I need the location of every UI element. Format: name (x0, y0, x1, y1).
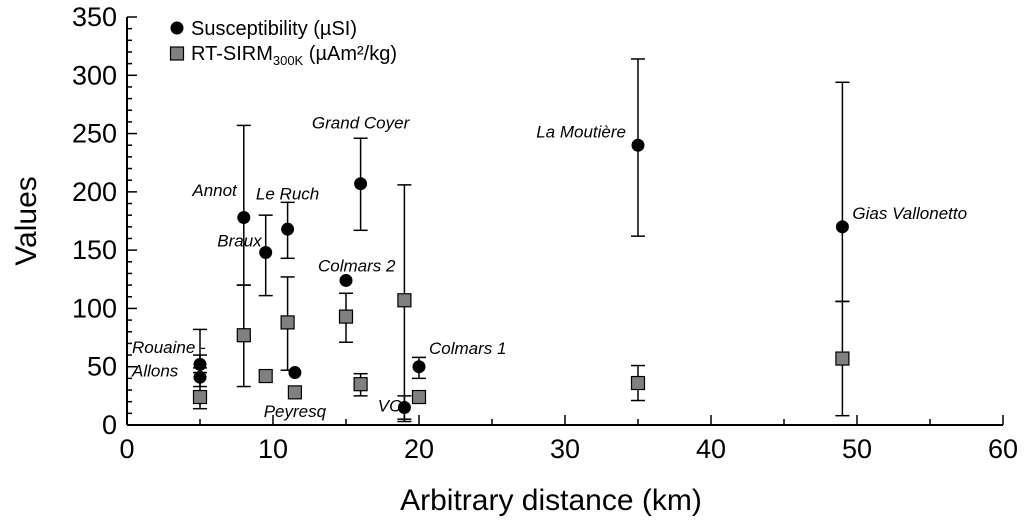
rt-sirm-point (287, 385, 302, 400)
site-label: Colmars 2 (318, 257, 396, 276)
susceptibility-point (339, 273, 353, 287)
rt-sirm-point (411, 389, 427, 405)
x-tick-label: 40 (696, 434, 726, 464)
x-axis-title: Arbitrary distance (km) (400, 484, 702, 517)
rt-sirm-point (835, 351, 850, 366)
site-label: VC (378, 396, 402, 415)
susceptibility-point (397, 401, 411, 415)
susceptibility-point (354, 177, 368, 191)
site-label: Colmars 1 (429, 339, 506, 358)
site-label: Annot (191, 181, 238, 200)
y-tick-label: 350 (72, 2, 117, 32)
susceptibility-point (193, 370, 207, 384)
data-markers (192, 138, 850, 415)
rt-sirm-point (236, 328, 251, 343)
rt-sirm-point (353, 377, 368, 392)
rt-sirm-point (258, 368, 273, 384)
legend-marker-susceptibility (170, 21, 184, 35)
site-label: Grand Coyer (312, 114, 411, 133)
susceptibility-point (288, 366, 302, 380)
x-tick-label: 20 (404, 434, 434, 464)
rt-sirm-point (630, 375, 646, 391)
y-tick-label: 200 (72, 177, 117, 207)
legend-label-rt-sirm: RT-SIRM300K (µAm²/kg) (191, 43, 397, 68)
site-label: Le Ruch (256, 185, 319, 204)
x-tick-label: 60 (988, 434, 1018, 464)
axes: 0 10 20 30 40 50 60 0 50 100 150 200 250 300 350 Arbitr… (10, 2, 1018, 517)
site-label: Peyresq (264, 402, 327, 421)
x-tick-label: 30 (550, 434, 580, 464)
y-tick-label: 150 (72, 235, 117, 265)
site-label: Gias Vallonetto (852, 204, 967, 223)
susceptibility-point (281, 222, 295, 236)
y-tick-label: 0 (102, 410, 117, 440)
susceptibility-point (835, 220, 849, 234)
x-tick-label: 50 (842, 434, 872, 464)
y-axis-title: Values (10, 176, 43, 266)
y-tick-label: 300 (72, 60, 117, 90)
legend-label-susceptibility: Susceptibility (µSI) (191, 18, 357, 40)
site-annotations: Rouaine - Allons Annot Braux Le Ruch Peyresq C… (131, 114, 967, 421)
x-tick-label: 10 (258, 434, 288, 464)
susceptibility-point (412, 360, 426, 374)
legend: Susceptibility (µSI) RT-SIRM300K (µAm²/kg… (169, 18, 397, 68)
y-tick-label: 100 (72, 293, 117, 323)
susceptibility-point (193, 357, 207, 371)
rt-sirm-point (397, 293, 412, 308)
susceptibility-point (259, 245, 273, 259)
site-label: Allons (131, 361, 179, 380)
rt-sirm-point (192, 389, 208, 405)
legend-marker-rt-sirm (169, 46, 185, 61)
susceptibility-point (237, 211, 251, 225)
susceptibility-point (631, 138, 645, 152)
site-label: Rouaine - (132, 338, 206, 357)
site-label: La Moutière (536, 123, 626, 142)
rt-sirm-point (280, 315, 295, 330)
y-tick-label: 50 (87, 352, 117, 382)
y-tick-label: 250 (72, 119, 117, 149)
site-label: Braux (217, 231, 262, 250)
rt-sirm-point (338, 309, 354, 324)
x-tick-label: 0 (119, 434, 134, 464)
